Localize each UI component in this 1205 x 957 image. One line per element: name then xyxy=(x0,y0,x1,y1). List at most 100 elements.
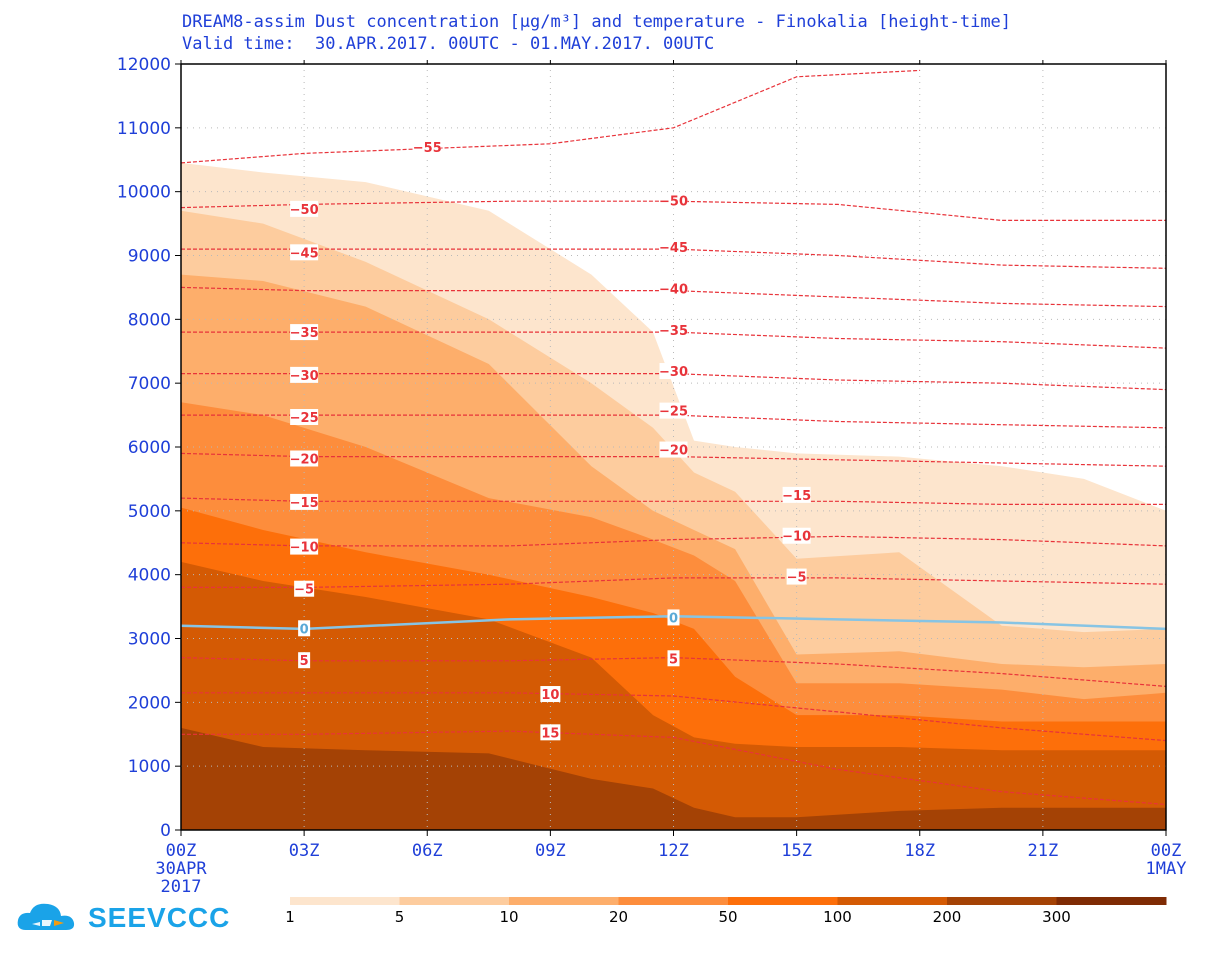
contour-label-text: −5 xyxy=(294,583,314,598)
legend-swatch xyxy=(837,897,948,905)
contour-label: −35 xyxy=(290,324,319,341)
contour-label-text: −30 xyxy=(290,369,319,384)
contour-label-text: −55 xyxy=(413,141,442,156)
contour-label: −55 xyxy=(413,138,442,156)
contour-label-bg xyxy=(659,239,688,256)
contour-label-bg xyxy=(290,450,319,467)
contour-label-bg xyxy=(290,408,319,425)
contour-label: −15 xyxy=(290,493,319,511)
contour-label-bg xyxy=(298,620,311,637)
contour-label-bg xyxy=(782,527,811,544)
x-tick-label: 12Z xyxy=(658,841,689,861)
contour-label-bg xyxy=(659,280,688,297)
y-tick-label: 3000 xyxy=(128,630,171,650)
legend-label: 200 xyxy=(933,908,962,926)
contour-label-bg xyxy=(659,322,688,339)
contour-label: −35 xyxy=(659,322,688,339)
x-tick-sublabel: 2017 xyxy=(161,877,202,897)
x-tick-label: 00Z xyxy=(166,841,197,861)
contour-label: −20 xyxy=(659,441,688,459)
contour-label-text: −10 xyxy=(782,530,811,545)
legend-swatch xyxy=(728,897,838,905)
legend-label: 5 xyxy=(395,908,405,926)
y-tick-label: 2000 xyxy=(128,693,171,713)
logo-text: SEEVCCC xyxy=(88,902,231,933)
contour-label: 0 xyxy=(298,620,311,637)
legend-label: 10 xyxy=(499,908,518,926)
legend-swatch xyxy=(947,897,1057,905)
contour-label-text: −40 xyxy=(659,283,688,298)
contour-label: −50 xyxy=(290,200,319,218)
contour-label: −30 xyxy=(290,366,319,384)
contour-label-bg xyxy=(290,538,319,555)
contour-label-text: 0 xyxy=(669,611,678,626)
contour-label: −5 xyxy=(294,580,315,598)
contour-label-bg xyxy=(659,192,688,209)
contour-label: 15 xyxy=(540,724,561,741)
legend-swatch xyxy=(509,897,619,905)
legend-label: 300 xyxy=(1042,908,1071,926)
legend: 1 5 10 20 50 100 200 300 xyxy=(285,897,1167,926)
y-tick-label: 12000 xyxy=(117,55,171,75)
y-tick-label: 6000 xyxy=(128,438,171,458)
contour-label-bg xyxy=(540,686,561,703)
isotherm-minus55 xyxy=(180,69,920,164)
chart-subtitle: Valid time: 30.APR.2017. 00UTC - 01.MAY.… xyxy=(182,34,715,54)
contour-label: −15 xyxy=(782,486,811,504)
seevccc-logo: SEEVCCC xyxy=(14,898,230,938)
legend-label: 50 xyxy=(718,908,737,926)
contour-label: −10 xyxy=(782,527,811,545)
dust-band-200 xyxy=(181,727,1166,830)
contour-label-text: −35 xyxy=(659,324,688,339)
x-tick-label: 21Z xyxy=(1028,841,1059,861)
chart-title: DREAM8-assim Dust concentration [μg/m³] … xyxy=(182,12,1012,32)
contour-label-bg xyxy=(290,200,319,217)
contour-label-text: −15 xyxy=(782,489,811,504)
contour-label: 5 xyxy=(298,652,311,669)
contour-label-bg xyxy=(290,324,319,341)
contour-label-bg xyxy=(290,244,319,261)
y-tick-label: 8000 xyxy=(128,310,171,330)
legend-label: 100 xyxy=(823,908,852,926)
y-tick-label: 9000 xyxy=(128,247,171,267)
contour-label-bg xyxy=(290,366,319,383)
y-tick-label: 10000 xyxy=(117,183,171,203)
contour-label-text: −30 xyxy=(659,365,688,380)
y-tick-label: 1000 xyxy=(128,757,171,777)
contour-label-text: −45 xyxy=(659,241,688,256)
contour-label: −10 xyxy=(290,538,319,556)
contour-label: −30 xyxy=(659,363,688,380)
contour-label-text: 5 xyxy=(300,654,309,669)
y-tick-label: 7000 xyxy=(128,374,171,394)
cloud-logo-icon xyxy=(17,903,75,930)
contour-label-text: −25 xyxy=(290,411,319,426)
contour-label-text: 15 xyxy=(541,726,559,741)
contour-label: −40 xyxy=(659,280,688,298)
contour-label-text: −50 xyxy=(290,203,319,218)
contour-label: −50 xyxy=(659,192,688,210)
contour-label-bg xyxy=(667,650,680,667)
contour-label-text: 5 xyxy=(669,652,678,667)
contour-label: −45 xyxy=(290,244,319,261)
legend-swatch xyxy=(1056,897,1167,905)
x-tick-label: 09Z xyxy=(535,841,566,861)
y-tick-label: 0 xyxy=(160,821,171,841)
contour-label: 5 xyxy=(667,650,680,667)
contour-label-text: −50 xyxy=(659,195,688,210)
contour-label: −25 xyxy=(659,402,688,420)
x-tick-label: 00Z xyxy=(1151,841,1182,861)
contour-label-text: 0 xyxy=(300,622,309,637)
contour-label-bg xyxy=(659,441,688,458)
legend-swatch xyxy=(290,897,400,905)
x-tick-label: 06Z xyxy=(412,841,443,861)
contour-label-bg xyxy=(413,138,442,155)
contour-label-bg xyxy=(659,363,688,380)
legend-label: 20 xyxy=(609,908,628,926)
contour-label-text: 10 xyxy=(541,688,559,703)
contour-label: −25 xyxy=(290,408,319,426)
contour-label-text: −10 xyxy=(290,541,319,556)
contour-label-text: −15 xyxy=(290,496,319,511)
contour-label-text: −35 xyxy=(290,326,319,341)
y-tick-label: 11000 xyxy=(117,119,171,139)
